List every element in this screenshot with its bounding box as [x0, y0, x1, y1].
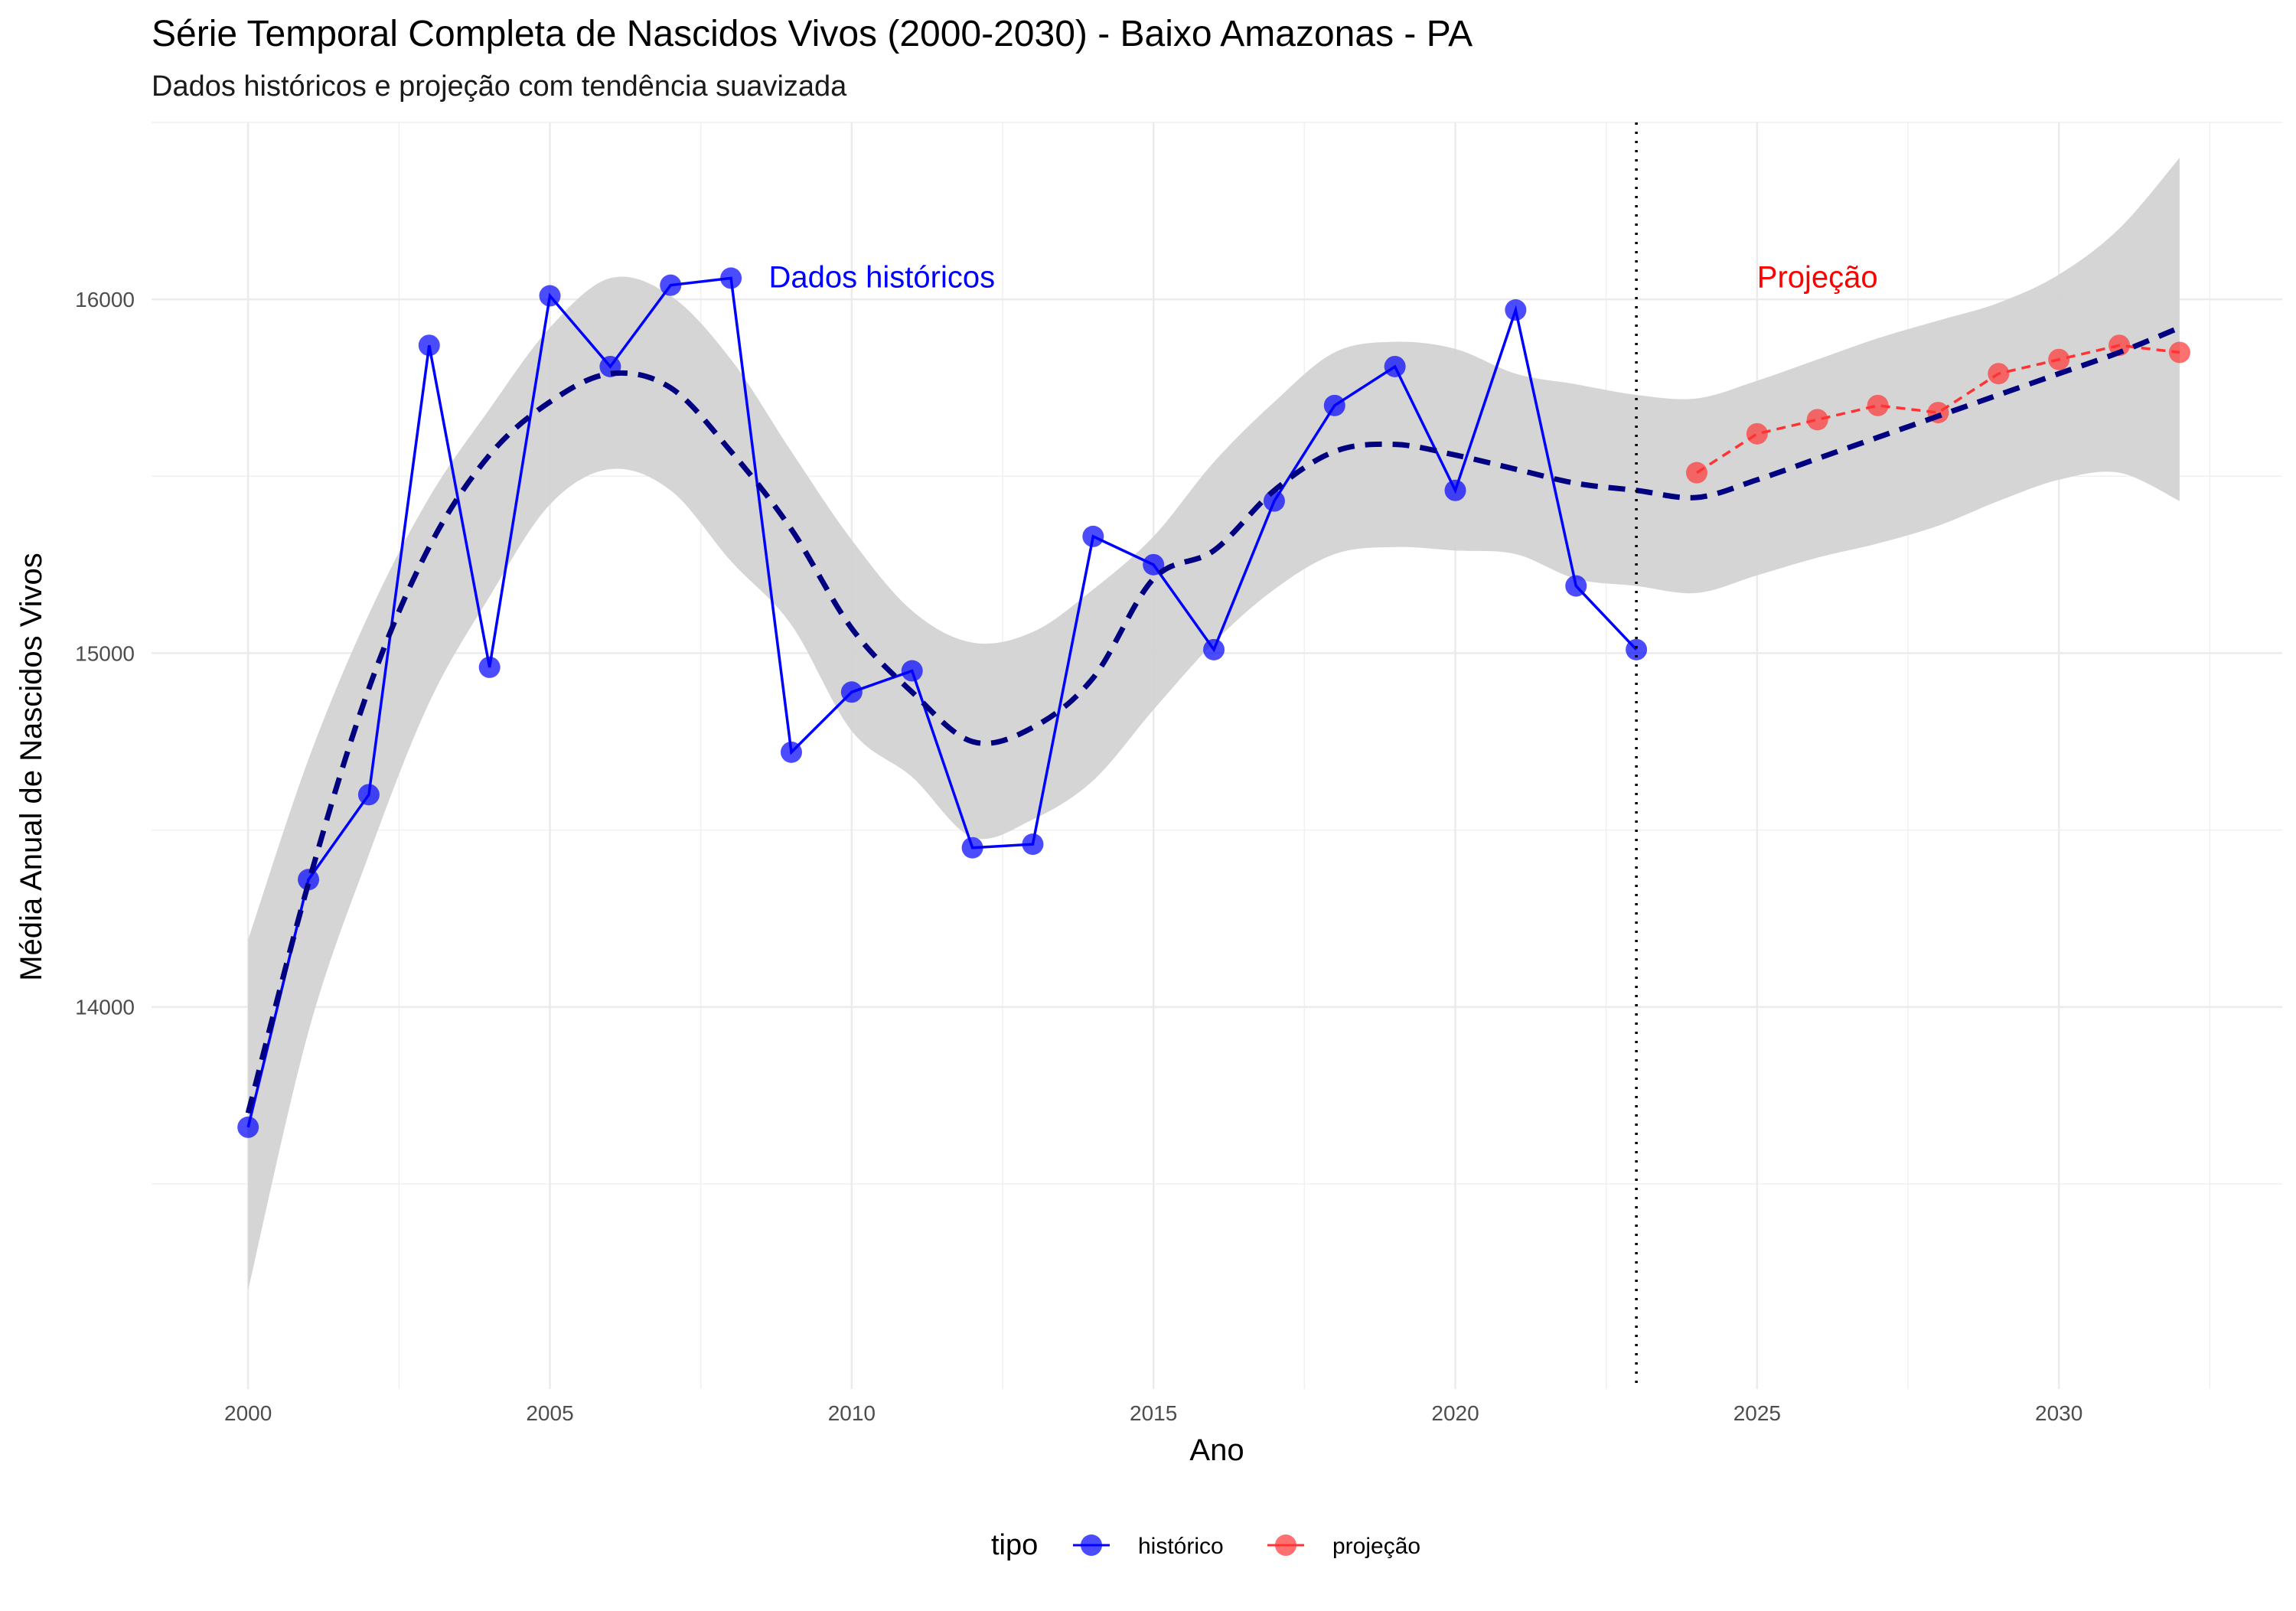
legend: tipo histórico projeção: [991, 1529, 1420, 1561]
plot-area: Dados históricos Projeção 2000 2005 2010 2015…: [75, 122, 2282, 1425]
confidence-band: [248, 158, 2180, 1290]
legend-label-historico: histórico: [1138, 1534, 1224, 1559]
legend-key-historico: [1073, 1534, 1110, 1556]
series-line-projecao: [1696, 344, 2180, 474]
data-point: [1746, 422, 1768, 445]
annotation-projecao: Projeção: [1757, 260, 1878, 294]
data-point: [1384, 355, 1406, 377]
data-point: [1203, 638, 1225, 660]
data-point: [237, 1116, 259, 1138]
data-point: [1022, 833, 1044, 856]
legend-title: tipo: [991, 1529, 1038, 1561]
data-point: [357, 784, 380, 806]
annotation-historico: Dados históricos: [768, 260, 995, 294]
x-tick-label: 2010: [828, 1401, 876, 1425]
x-tick-label: 2015: [1130, 1401, 1177, 1425]
legend-label-projecao: projeção: [1332, 1534, 1420, 1559]
x-tick-label: 2030: [2035, 1401, 2082, 1425]
data-point: [780, 741, 802, 763]
data-point: [1988, 363, 2010, 385]
data-point: [961, 836, 983, 859]
y-axis-title: Média Anual de Nascidos Vivos: [15, 553, 48, 981]
series-points-projecao: [1685, 334, 2190, 484]
data-point: [1685, 461, 1707, 484]
x-tick-label: 2025: [1733, 1401, 1781, 1425]
data-point: [1143, 553, 1165, 576]
data-point: [539, 285, 561, 307]
x-axis-title: Ano: [1189, 1433, 1244, 1467]
data-point: [2108, 334, 2131, 357]
data-point: [1505, 299, 1527, 321]
data-point: [1323, 394, 1345, 416]
data-point: [660, 274, 682, 296]
y-tick-label: 15000: [75, 641, 135, 665]
y-tick-label: 14000: [75, 996, 135, 1019]
data-point: [1263, 490, 1285, 512]
y-tick-label: 16000: [75, 288, 135, 311]
data-point: [1082, 525, 1104, 547]
data-point: [418, 334, 440, 357]
data-point: [1806, 409, 1828, 431]
chart-subtitle: Dados históricos e projeção com tendênci…: [152, 70, 847, 103]
data-point: [1565, 575, 1587, 597]
data-point: [720, 267, 742, 289]
data-point: [298, 869, 320, 891]
legend-key-projecao: [1267, 1534, 1304, 1556]
data-point: [478, 656, 501, 678]
series-points-historico: [237, 267, 1648, 1138]
minor-gridlines: [152, 122, 2282, 1389]
x-tick-label: 2020: [1431, 1401, 1479, 1425]
data-point: [1626, 638, 1648, 660]
data-point: [901, 660, 923, 682]
x-tick-label: 2005: [526, 1401, 573, 1425]
data-point: [2048, 348, 2070, 370]
data-point: [840, 681, 863, 703]
data-point: [2168, 341, 2190, 364]
x-tick-label: 2000: [224, 1401, 272, 1425]
trend-line: [245, 324, 2181, 1114]
data-point: [1444, 479, 1466, 501]
major-gridlines: [152, 122, 2282, 1389]
chart-title: Série Temporal Completa de Nascidos Vivo…: [152, 14, 1473, 54]
data-point: [1867, 394, 1889, 416]
series-line-historico: [246, 276, 1638, 1128]
